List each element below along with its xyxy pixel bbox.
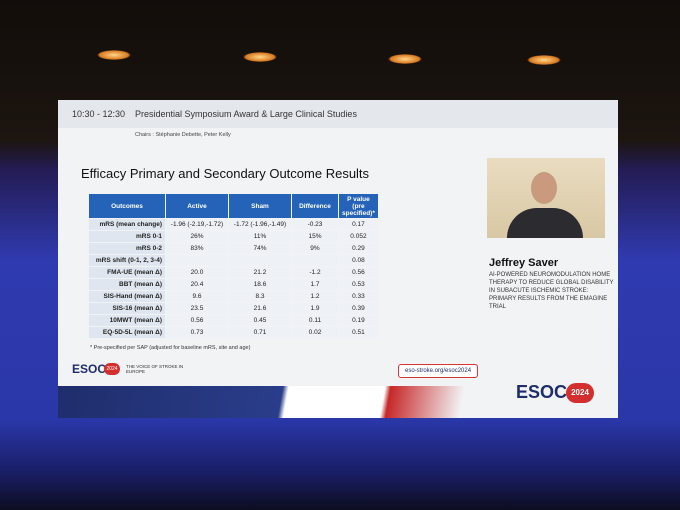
table-cell: 0.19 [339,315,378,326]
column-header: Outcomes [89,194,165,218]
header-row: Outcomes Active Sham Difference P value (pre… [89,194,378,218]
table-cell: 0.53 [339,279,378,290]
url: eso-stroke.org/esoc2024 [398,364,479,378]
table-cell: -1.72 (-1.96,-1.49) [229,219,291,230]
table-cell: 1.2 [292,291,338,302]
table-row: 10MWT (mean Δ) 0.56 0.45 0.11 0.19 [89,315,378,326]
slide: 10:30 - 12:30 Presidential Symposium Awa… [58,100,618,418]
column-header: P value (pre specified)* [339,194,378,218]
big-logo: ESOC [516,382,568,402]
table-cell: 0.02 [292,327,338,338]
table-cell: 9.6 [166,291,228,302]
table-cell: 0.33 [339,291,378,302]
table-cell: BBT (mean Δ) [89,279,165,290]
table-cell: 83% [166,243,228,254]
table-cell: 0.29 [339,243,378,254]
speaker-face [531,172,557,204]
footer-area [58,356,618,386]
column-header: Sham [229,194,291,218]
column-header: Difference [292,194,338,218]
table-cell [229,255,291,266]
table-row: mRS shift (0-1, 2, 3-4) 0.08 [89,255,378,266]
table-cell: 21.6 [229,303,291,314]
logo: ESOC [72,362,107,376]
table-cell: 1.9 [292,303,338,314]
table-cell: mRS 0-2 [89,243,165,254]
table-cell: 11% [229,231,291,242]
table-cell [166,255,228,266]
table-row: mRS 0-1 26% 11% 15% 0.052 [89,231,378,242]
table-cell: 26% [166,231,228,242]
session-bar [58,100,618,128]
table-cell: 10MWT (mean Δ) [89,315,165,326]
table-row: EQ-5D-5L (mean Δ) 0.73 0.71 0.02 0.51 [89,327,378,338]
table-row: mRS 0-2 83% 74% 9% 0.29 [89,243,378,254]
table-cell: 0.73 [166,327,228,338]
table-row: BBT (mean Δ) 20.4 18.6 1.7 0.53 [89,279,378,290]
table-cell: FMA-UE (mean Δ) [89,267,165,278]
table-cell: 23.5 [166,303,228,314]
table-cell: 0.052 [339,231,378,242]
table-cell: 0.56 [339,267,378,278]
table-cell: 15% [292,231,338,242]
table-cell: mRS (mean change) [89,219,165,230]
footnote: * Pre-specified per SAP (adjusted for ba… [90,345,251,351]
ceiling-light [97,50,131,60]
column-header: Active [166,194,228,218]
table-row: SIS-Hand (mean Δ) 9.6 8.3 1.2 0.33 [89,291,378,302]
table-cell: 18.6 [229,279,291,290]
table-cell: 0.39 [339,303,378,314]
ceiling-light [243,52,277,62]
table-cell [292,255,338,266]
slide-title: Efficacy Primary and Secondary Outcome R… [81,166,370,181]
table-cell: 20.0 [166,267,228,278]
session-title: Presidential Symposium Award & Large Cli… [135,109,357,119]
table-row: SIS-16 (mean Δ) 23.5 21.6 1.9 0.39 [89,303,378,314]
table-cell: -1.96 (-2.19,-1.72) [166,219,228,230]
table-cell: 0.56 [166,315,228,326]
table-cell: mRS shift (0-1, 2, 3-4) [89,255,165,266]
table-cell: -0.23 [292,219,338,230]
table-cell: 0.45 [229,315,291,326]
talk-title: AI-POWERED NEUROMODULATION HOME THERAPY … [489,272,614,310]
table-cell: mRS 0-1 [89,231,165,242]
table-row: mRS (mean change) -1.96 (-2.19,-1.72) -1.7… [89,219,378,230]
big-logo-year: 2024 [566,383,594,403]
table-cell: 1.7 [292,279,338,290]
table-cell: 8.3 [229,291,291,302]
table-cell: 20.4 [166,279,228,290]
table-cell: 0.71 [229,327,291,338]
session-time: 10:30 - 12:30 [72,109,126,119]
session-chairs: Chairs : Stéphanie Debette, Peter Kelly [135,132,231,138]
table-cell: 0.08 [339,255,378,266]
table-cell: 74% [229,243,291,254]
tagline: THE VOICE OF STROKE IN EUROPE [126,364,184,374]
table-cell: 21.2 [229,267,291,278]
table-cell: -1.2 [292,267,338,278]
table-cell: 9% [292,243,338,254]
speaker-name: Jeffrey Saver [489,257,559,269]
speaker-shirt [507,208,583,238]
logo-year: 2024 [104,363,120,375]
table-cell: 0.17 [339,219,378,230]
speaker-photo [487,158,605,238]
table-row: FMA-UE (mean Δ) 20.0 21.2 -1.2 0.56 [89,267,378,278]
table-cell: EQ-5D-5L (mean Δ) [89,327,165,338]
table-cell: 0.11 [292,315,338,326]
ceiling-light [527,55,561,65]
results-table: Outcomes Active Sham Difference P value (pre… [88,193,379,339]
table-cell: SIS-16 (mean Δ) [89,303,165,314]
ceiling-light [388,54,422,64]
table-cell: SIS-Hand (mean Δ) [89,291,165,302]
table-cell: 0.51 [339,327,378,338]
